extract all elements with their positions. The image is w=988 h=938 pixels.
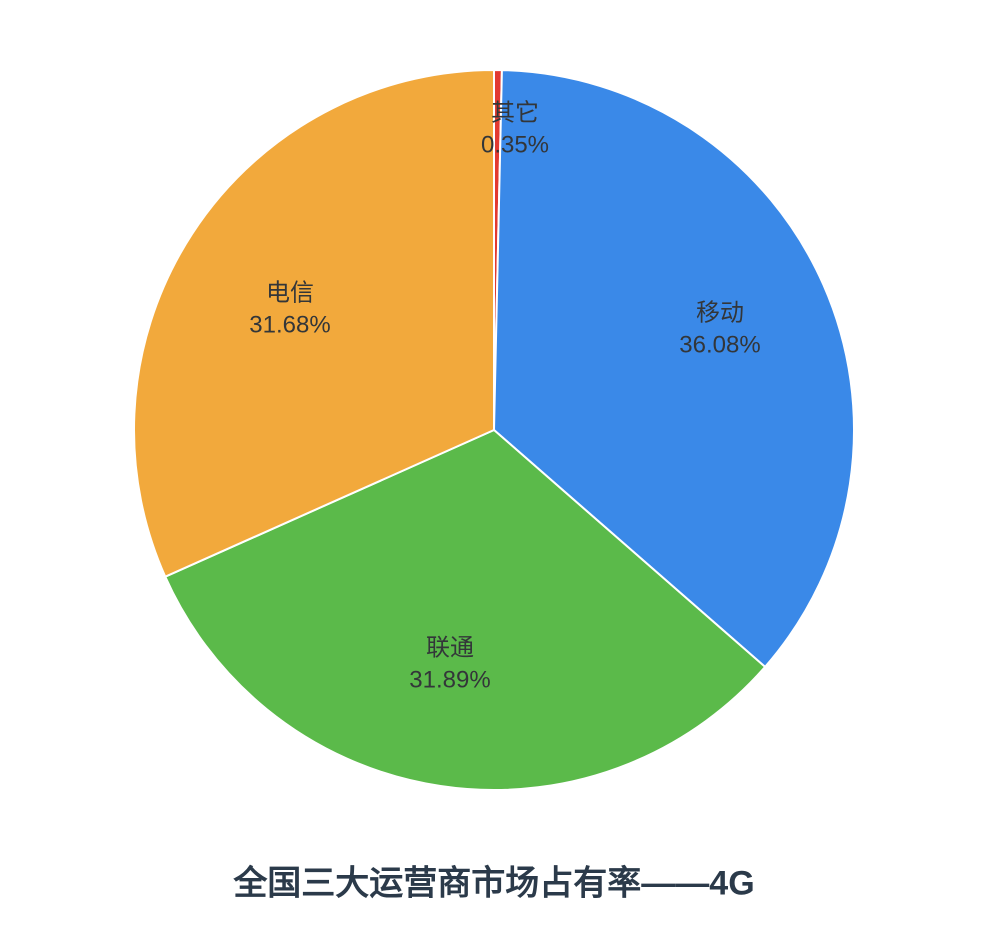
slice-label-telecom-name: 电信 — [249, 278, 330, 310]
slice-label-mobile-pct: 36.08% — [679, 330, 760, 362]
slice-label-telecom-pct: 31.68% — [249, 310, 330, 342]
slice-label-telecom: 电信 31.68% — [249, 278, 330, 343]
slice-label-other-name: 其它 — [481, 98, 549, 130]
slice-label-other-pct: 0.35% — [481, 130, 549, 162]
slice-label-mobile-name: 移动 — [679, 298, 760, 330]
slice-label-unicom-pct: 31.89% — [409, 665, 490, 697]
chart-stage: 其它 0.35% 移动 36.08% 联通 31.89% 电信 31.68% 全… — [0, 0, 988, 938]
slice-label-other: 其它 0.35% — [481, 98, 549, 163]
slice-label-unicom-name: 联通 — [409, 633, 490, 665]
slice-label-unicom: 联通 31.89% — [409, 633, 490, 698]
slice-label-mobile: 移动 36.08% — [679, 298, 760, 363]
chart-caption: 全国三大运营商市场占有率——4G — [0, 856, 988, 905]
